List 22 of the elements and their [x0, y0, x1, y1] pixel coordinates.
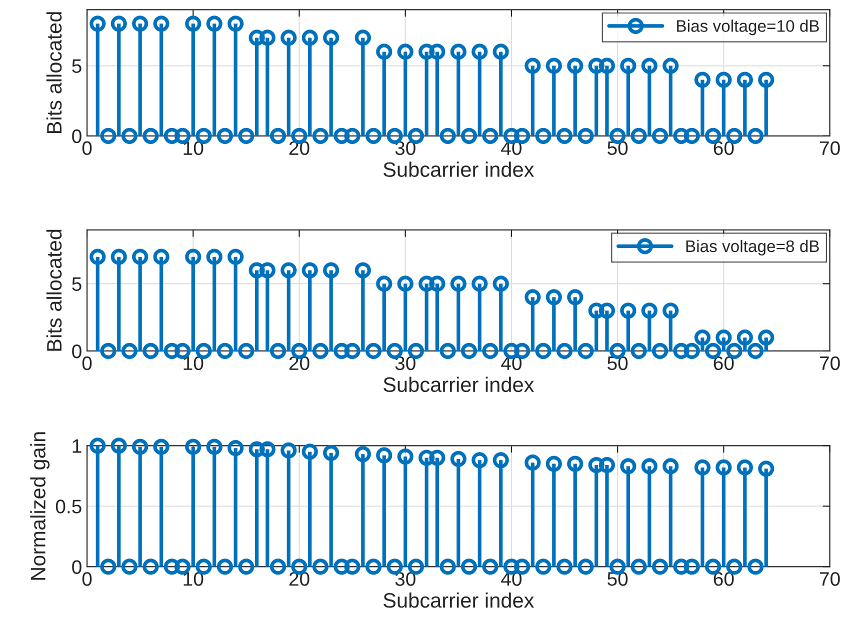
y-tick-label: 0 [72, 129, 82, 144]
x-tick-label: 0 [82, 572, 92, 586]
x-tick-label: 10 [184, 356, 204, 370]
y-tick-label: 1 [72, 439, 82, 453]
x-tick-label: 0 [82, 356, 92, 370]
y-tick-label: 0 [72, 560, 82, 574]
legend-label: Bias voltage=8 dB [686, 240, 819, 256]
x-tick-label: 0 [82, 141, 92, 156]
y-tick-label: 0 [72, 344, 82, 358]
y-axis-title: Bits allocated [46, 12, 62, 134]
y-axis-title: Normalized gain [30, 432, 50, 580]
y-tick-label: 5 [72, 277, 82, 291]
y-tick-label: 0.5 [56, 500, 82, 514]
x-tick-label: 70 [820, 141, 840, 156]
y-axis-title: Bits allocated [46, 230, 62, 351]
x-axis-title: Subcarrier index [384, 592, 534, 608]
x-axis-title: Subcarrier index [384, 376, 534, 392]
x-tick-label: 70 [820, 356, 840, 370]
legend-label: Bias voltage=10 dB [677, 20, 819, 36]
x-axis-title: Subcarrier index [384, 162, 534, 177]
y-tick-label: 5 [72, 59, 82, 73]
x-tick-label: 70 [820, 572, 840, 586]
